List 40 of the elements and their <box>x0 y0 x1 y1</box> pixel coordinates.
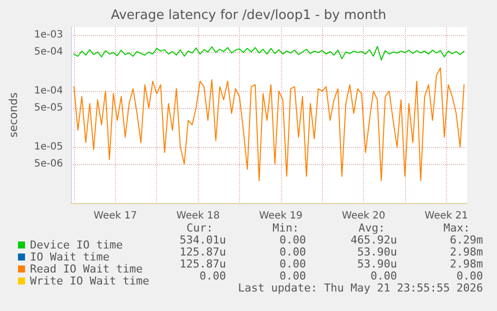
text: 0.00 <box>280 270 306 282</box>
text: 0.00 <box>280 234 306 246</box>
text: 465.92u <box>350 234 397 246</box>
text: Avg: <box>358 222 385 234</box>
y-tick-label: 5e-05 <box>34 102 63 114</box>
x-tick-label: Week 18 <box>176 210 220 222</box>
text: Cur: <box>186 222 213 234</box>
text: 0.00 <box>456 270 483 282</box>
text: 534.01u <box>180 234 226 246</box>
y-tick-label: 1e-03 <box>34 30 63 41</box>
y-tick-label: 5e-06 <box>34 158 63 170</box>
text: 0.00 <box>370 270 397 282</box>
legend-label: IO Wait time <box>30 250 110 264</box>
x-tick-label: Week 19 <box>259 210 302 222</box>
legend-label: Read IO Wait time <box>30 262 143 276</box>
chart-title: Average latency for /dev/loop1 - by month <box>110 8 386 23</box>
text: 2.98m <box>450 246 484 258</box>
legend-label: Write IO Wait time <box>30 274 150 288</box>
y-tick-label: 5e-04 <box>34 46 63 58</box>
line-series <box>73 67 465 182</box>
text: 125.87u <box>180 258 226 270</box>
y-tick-label: 1e-05 <box>34 142 63 153</box>
x-tick-label: Week 21 <box>424 210 468 222</box>
text: Min: <box>272 222 299 234</box>
text: 0.00 <box>280 246 306 258</box>
text: 53.90u <box>357 246 397 258</box>
text: Max: <box>444 222 470 234</box>
x-tick-label: Week 20 <box>342 210 386 222</box>
y-tick-label: 1e-04 <box>34 86 63 97</box>
text: 0.00 <box>280 258 306 270</box>
text: 53.90u <box>357 258 397 270</box>
text: Last update: Thu May 21 23:55:55 2026 <box>238 282 483 294</box>
text: 6.29m <box>450 234 484 246</box>
legend-label: Device IO time <box>30 238 123 252</box>
x-tick-label: Week 17 <box>94 210 137 222</box>
line-series <box>73 46 465 60</box>
text: 0.00 <box>200 270 226 282</box>
text: 2.98m <box>450 258 484 270</box>
y-axis-title: seconds <box>7 92 20 138</box>
text: 125.87u <box>180 246 226 258</box>
